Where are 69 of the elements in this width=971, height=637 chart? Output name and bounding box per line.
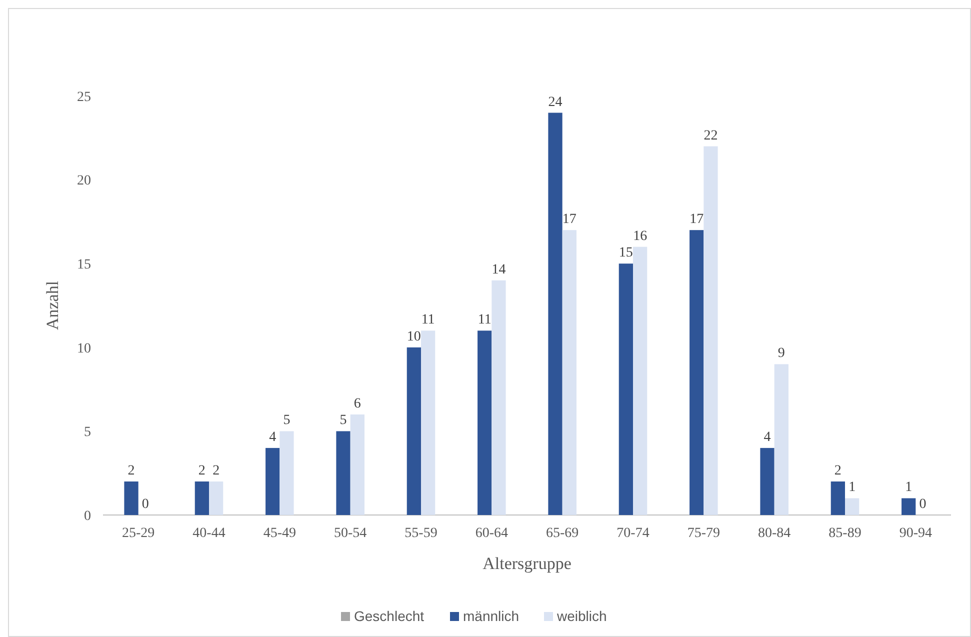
bar	[618, 264, 633, 515]
data-label: 1	[905, 480, 912, 496]
y-tick-label: 20	[77, 174, 91, 189]
data-label: 2	[128, 463, 135, 478]
data-label: 15	[618, 246, 633, 261]
y-tick-label: 5	[84, 425, 91, 440]
bar	[845, 498, 860, 515]
data-label: 5	[340, 413, 347, 428]
bar	[194, 481, 209, 515]
y-tick-label: 15	[77, 258, 91, 272]
data-label: 14	[492, 262, 506, 278]
x-tick-label: 80-84	[758, 526, 791, 541]
data-label: 1	[848, 480, 856, 496]
y-tick-label: 25	[77, 90, 91, 105]
data-label: 11	[478, 312, 492, 328]
bar	[209, 481, 224, 515]
x-tick-label: 70-74	[616, 526, 650, 541]
bar	[902, 498, 916, 515]
x-tick-label: 90-94	[899, 526, 932, 541]
data-label: 0	[919, 497, 926, 512]
x-tick-label: 75-79	[687, 526, 720, 541]
bar	[548, 112, 562, 515]
bar	[562, 230, 576, 515]
bar	[704, 146, 718, 515]
bar	[350, 414, 364, 515]
x-tick-label: 50-54	[334, 526, 367, 541]
bar	[492, 280, 506, 515]
data-label: 2	[834, 463, 842, 478]
data-label: 4	[764, 430, 771, 445]
x-axis-title: Altersgruppe	[482, 554, 572, 573]
bar	[336, 431, 350, 515]
data-label: 0	[142, 497, 149, 512]
bar	[266, 448, 280, 515]
legend-label: männlich	[463, 608, 520, 624]
data-label: 6	[354, 396, 361, 412]
bar	[760, 448, 774, 515]
data-label: 17	[690, 212, 704, 228]
legend-label: weiblich	[556, 608, 607, 624]
bar	[830, 481, 845, 515]
x-tick-label: 55-59	[404, 526, 438, 541]
data-label: 10	[406, 329, 421, 344]
data-label: 9	[778, 346, 785, 362]
data-label: 2	[198, 463, 206, 478]
data-label: 16	[633, 228, 648, 244]
data-label: 2	[212, 463, 220, 478]
data-label: 4	[269, 430, 276, 445]
y-axis-title: Anzahl	[43, 280, 62, 330]
bar	[478, 330, 492, 515]
legend-title: Geschlecht	[354, 608, 424, 624]
bar	[280, 431, 294, 515]
bar	[406, 347, 421, 515]
bar	[690, 230, 704, 515]
y-tick-label: 0	[84, 508, 91, 524]
x-tick-label: 85-89	[828, 526, 862, 541]
x-tick-label: 40-44	[192, 526, 226, 541]
x-tick-label: 45-49	[263, 526, 296, 541]
data-label: 5	[283, 413, 290, 428]
x-tick-label: 25-29	[122, 526, 155, 541]
x-tick-label: 65-69	[546, 526, 579, 541]
y-tick-label: 10	[77, 341, 91, 356]
data-label: 24	[548, 94, 562, 110]
data-label: 11	[421, 312, 435, 328]
x-tick-label: 60-64	[475, 526, 508, 541]
data-label: 22	[704, 128, 718, 144]
bar	[421, 330, 436, 515]
bar	[124, 481, 138, 515]
bar	[774, 364, 788, 515]
data-label: 17	[562, 212, 576, 228]
bar	[633, 246, 648, 515]
